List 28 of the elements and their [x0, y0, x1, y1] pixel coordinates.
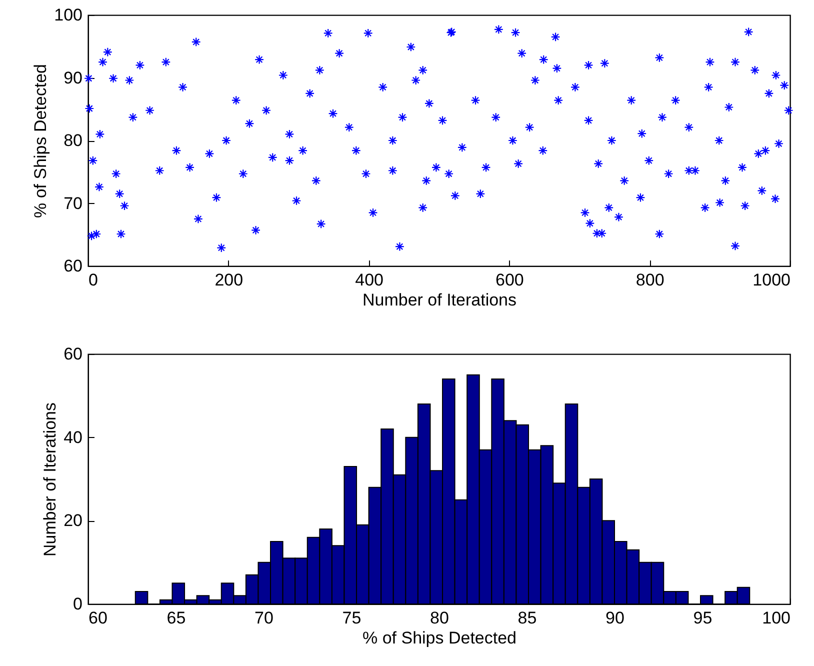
y-axis-title: % of Ships Detected — [31, 64, 50, 218]
y-tick-label: 90 — [64, 68, 82, 88]
x-tick-label: 600 — [496, 270, 524, 290]
x-axis-title: Number of Iterations — [362, 290, 517, 310]
x-tick-label: 70 — [254, 608, 274, 628]
y-tick-label: 100 — [54, 6, 82, 24]
x-tick-label: 1000 — [752, 270, 790, 290]
x-tick-label: 400 — [355, 270, 384, 290]
y-tick-label: 60 — [64, 344, 82, 364]
x-tick-label: 90 — [606, 608, 624, 628]
x-tick-label: 800 — [636, 270, 664, 290]
x-tick-label: 100 — [762, 608, 790, 628]
x-tick-label: 75 — [342, 608, 362, 628]
y-tick-label: 0 — [73, 594, 82, 614]
y-tick-label: 20 — [64, 511, 82, 530]
x-axis-title: % of Ships Detected — [362, 628, 517, 648]
x-tick-label: 80 — [430, 608, 449, 628]
x-tick-label: 65 — [166, 608, 186, 628]
x-tick-label: 95 — [693, 608, 712, 628]
x-tick-label: 85 — [518, 608, 537, 628]
x-tick-label: 200 — [214, 270, 244, 290]
y-tick-label: 70 — [64, 194, 82, 213]
y-tick-label: 80 — [64, 131, 82, 150]
x-tick-label: 60 — [88, 608, 108, 628]
y-tick-label: 40 — [64, 428, 82, 447]
y-axis-title: Number of Iterations — [40, 402, 60, 557]
x-tick-label: 0 — [88, 270, 98, 290]
y-tick-label: 60 — [64, 256, 82, 276]
